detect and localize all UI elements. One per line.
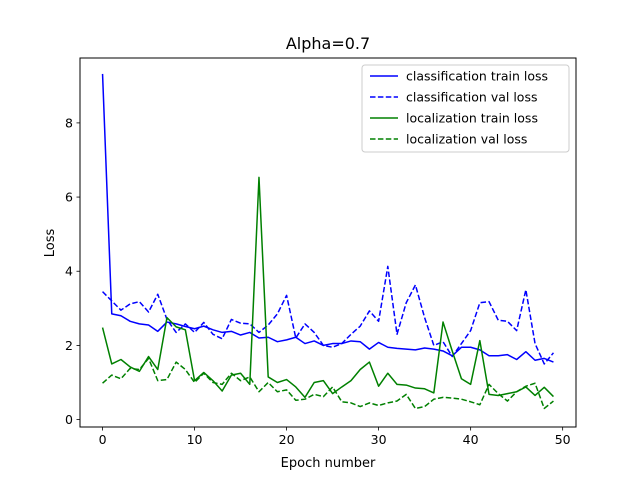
y-tick-label: 8 [65, 115, 73, 130]
chart-title: Alpha=0.7 [286, 34, 370, 53]
x-tick-label: 40 [463, 432, 479, 447]
x-tick-label: 0 [99, 432, 107, 447]
series-line-2 [101, 176, 554, 399]
x-axis-label: Epoch number [281, 456, 376, 471]
legend-label-2: localization train loss [406, 111, 538, 126]
legend: classification train loss classification … [361, 64, 570, 153]
y-tick-label: 2 [65, 338, 73, 353]
legend-box [361, 64, 570, 153]
legend-label-0: classification train loss [406, 69, 548, 84]
x-tick-label: 30 [371, 432, 387, 447]
legend-label-3: localization val loss [406, 132, 527, 147]
series-layer [101, 73, 555, 410]
y-axis-label: Loss [43, 229, 58, 258]
y-tick-label: 6 [65, 190, 73, 205]
x-axis: 0 10 20 30 40 50 [99, 427, 571, 447]
legend-label-1: classification val loss [406, 90, 537, 105]
x-tick-label: 20 [279, 432, 295, 447]
plot-frame [79, 57, 577, 428]
series-line-3 [102, 357, 554, 410]
x-tick-label: 50 [555, 432, 571, 447]
y-tick-label: 4 [65, 264, 73, 279]
y-axis: 0 2 4 6 8 [65, 115, 80, 427]
x-tick-label: 10 [187, 432, 203, 447]
y-tick-label: 0 [65, 412, 73, 427]
series-line-1 [102, 265, 555, 365]
